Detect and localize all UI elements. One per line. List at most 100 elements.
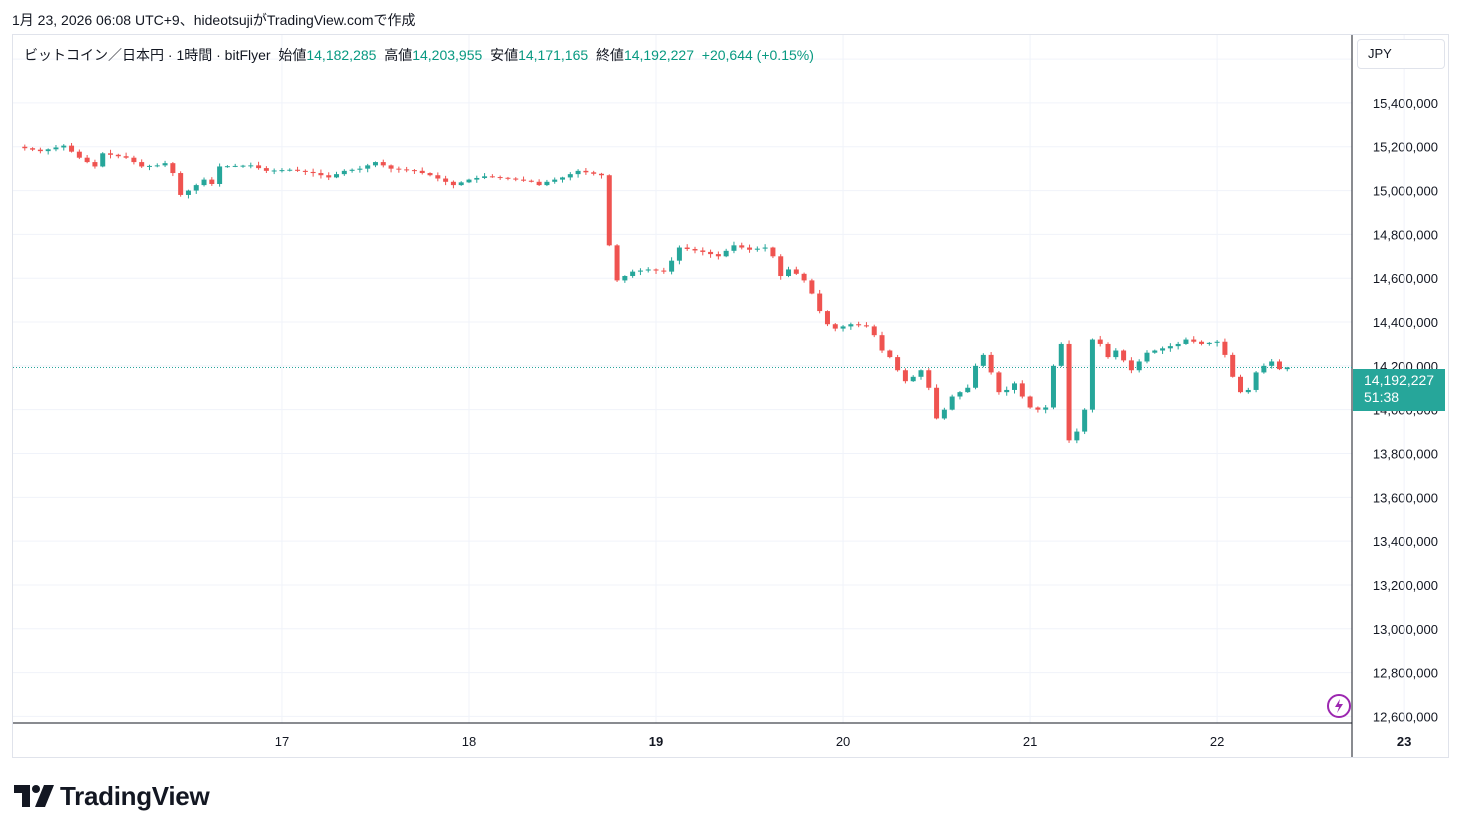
candle-body [170, 163, 176, 174]
candle-body [1043, 407, 1049, 410]
candle-body [61, 145, 67, 148]
candle-body [217, 166, 223, 184]
candle-body [1230, 354, 1236, 377]
candle-body [1261, 365, 1267, 373]
candle-body [645, 269, 651, 271]
candle-body [583, 170, 589, 173]
legend-high-label: 高値 [384, 47, 413, 63]
candle-body [661, 270, 667, 272]
candle-body [505, 177, 511, 179]
candle-body [162, 163, 168, 166]
legend-symbol: ビットコイン／日本円 · 1時間 · bitFlyer [24, 47, 271, 63]
candle-body [224, 166, 230, 168]
candle-body [45, 149, 51, 152]
candle-body [193, 185, 199, 191]
candle-body [482, 176, 488, 178]
candle-body [1097, 339, 1103, 344]
candle-body [232, 165, 238, 167]
candle-body [396, 168, 402, 170]
candle-body [630, 271, 636, 277]
candle-body [1082, 409, 1088, 432]
candle-body [201, 179, 207, 186]
candle-body [1222, 341, 1228, 355]
candle-body [357, 168, 363, 170]
candle-body [598, 173, 604, 176]
candle-body [1183, 339, 1189, 344]
candle-body [458, 182, 464, 186]
candle-body [1050, 365, 1056, 408]
legend-low-value: 14,171,165 [518, 47, 589, 63]
candle-body [973, 365, 979, 388]
candle-body [411, 170, 417, 172]
candle-body [996, 372, 1002, 393]
candle-body [528, 180, 534, 182]
candle-body [178, 173, 184, 195]
y-tick-label: 15,400,000 [1373, 96, 1438, 111]
candle-body [614, 245, 620, 281]
candle-body [1253, 372, 1259, 390]
tradingview-logo[interactable]: TradingView [14, 781, 210, 811]
last-price-tag: 14,192,227 51:38 [1353, 369, 1445, 411]
candle-body [824, 311, 830, 325]
x-tick-label: 17 [275, 734, 289, 749]
candle-body [832, 324, 838, 329]
candle-body [349, 169, 355, 171]
candle-body [848, 324, 854, 327]
x-tick-label: 18 [462, 734, 476, 749]
candle-body [450, 181, 456, 186]
candle-body [372, 162, 378, 166]
candle-body [1284, 367, 1290, 370]
candle-body [606, 175, 612, 246]
candle-body [263, 168, 269, 171]
y-tick-label: 13,800,000 [1373, 446, 1438, 461]
x-tick-label: 22 [1210, 734, 1224, 749]
y-tick-label: 13,600,000 [1373, 490, 1438, 505]
legend-close-value: 14,192,227 [623, 47, 695, 63]
candle-body [918, 370, 924, 377]
candle-body [302, 170, 308, 172]
candle-body [591, 172, 597, 174]
y-tick-label: 14,800,000 [1373, 227, 1438, 242]
candle-body [108, 153, 114, 155]
candle-body [92, 162, 98, 167]
candle-body [747, 247, 753, 250]
candle-body [1012, 383, 1018, 390]
currency-selector[interactable]: JPY [1357, 39, 1445, 69]
candle-body [552, 179, 558, 182]
candle-body [154, 165, 160, 167]
candle-body [248, 165, 254, 167]
candle-body [287, 169, 293, 171]
candle-body [1035, 407, 1041, 410]
lightning-icon[interactable] [1327, 694, 1351, 718]
candle-body [1238, 376, 1244, 393]
candle-body [622, 276, 628, 281]
candle-body [37, 149, 43, 152]
bar-countdown: 51:38 [1364, 389, 1400, 405]
legend-close-label: 終値 [595, 47, 624, 63]
candle-body [427, 173, 433, 176]
candle-body [69, 145, 75, 152]
tradingview-mark-icon [14, 785, 54, 807]
candle-body [1019, 383, 1025, 397]
candle-body [388, 165, 394, 169]
y-tick-label: 12,600,000 [1373, 709, 1438, 724]
candle-body [279, 170, 285, 172]
candle-body [739, 245, 745, 248]
candle-body [341, 170, 347, 175]
candle-body [902, 370, 908, 382]
x-tick-label: 23 [1397, 734, 1411, 749]
candle-body [1066, 343, 1072, 441]
candle-body [980, 354, 986, 366]
candle-body [521, 179, 527, 181]
candle-body [271, 170, 277, 172]
candle-body [1004, 389, 1010, 393]
candle-body [536, 181, 542, 186]
candle-body [1276, 361, 1282, 370]
candle-body [762, 247, 768, 249]
y-tick-label: 12,800,000 [1373, 666, 1438, 681]
candle-body [489, 176, 495, 178]
candle-body [1245, 389, 1251, 393]
candle-body [949, 396, 955, 410]
candle-body [934, 387, 940, 419]
